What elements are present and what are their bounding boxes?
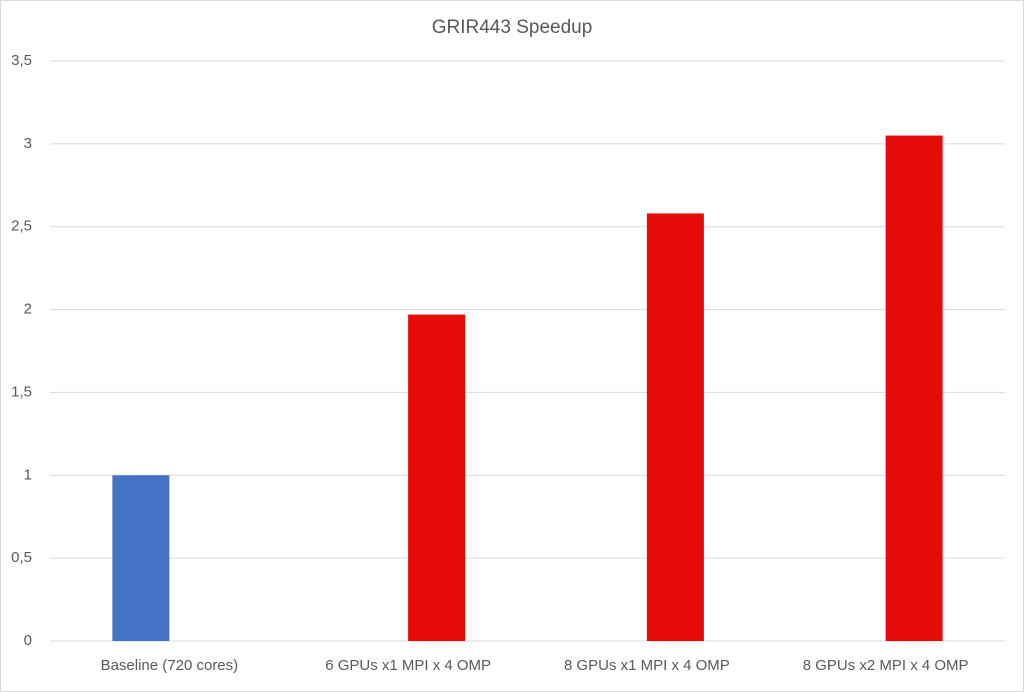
- y-tick-label: 0,5: [11, 549, 32, 566]
- x-tick-label: Baseline (720 cores): [101, 657, 239, 674]
- bar: [646, 213, 704, 641]
- y-tick-label: 2,5: [11, 218, 32, 235]
- y-tick-label: 0: [24, 632, 32, 649]
- bar: [408, 314, 466, 641]
- bar: [885, 135, 943, 642]
- x-tick-label: 8 GPUs x1 MPI x 4 OMP: [564, 657, 730, 674]
- y-tick-label: 1: [24, 466, 32, 483]
- y-tick-label: 3: [24, 135, 32, 152]
- x-tick-label: 8 GPUs x2 MPI x 4 OMP: [803, 657, 969, 674]
- y-tick-label: 1,5: [11, 383, 32, 400]
- x-tick-label: 6 GPUs x1 MPI x 4 OMP: [325, 657, 491, 674]
- bar: [112, 475, 170, 641]
- chart-title: GRIR443 Speedup: [432, 17, 593, 38]
- y-tick-label: 2: [24, 301, 32, 318]
- y-tick-label: 3,5: [11, 52, 32, 69]
